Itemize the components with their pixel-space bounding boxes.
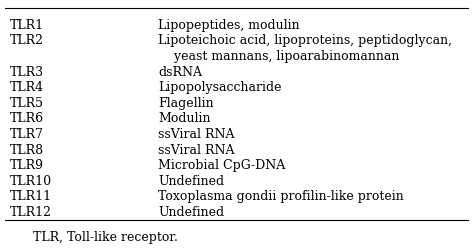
Text: Lipoteichoic acid, lipoproteins, peptidoglycan,: Lipoteichoic acid, lipoproteins, peptido… (158, 34, 452, 47)
Text: TLR2: TLR2 (9, 34, 44, 47)
Text: Lipopolysaccharide: Lipopolysaccharide (158, 81, 282, 94)
Text: Lipopeptides, modulin: Lipopeptides, modulin (158, 19, 300, 32)
Text: dsRNA: dsRNA (158, 65, 202, 78)
Text: TLR1: TLR1 (9, 19, 44, 32)
Text: TLR3: TLR3 (9, 65, 44, 78)
Text: TLR12: TLR12 (9, 205, 51, 218)
Text: TLR5: TLR5 (9, 96, 44, 109)
Text: Undefined: Undefined (158, 174, 224, 187)
Text: Modulin: Modulin (158, 112, 210, 125)
Text: ssViral RNA: ssViral RNA (158, 143, 235, 156)
Text: Toxoplasma gondii profilin-like protein: Toxoplasma gondii profilin-like protein (158, 190, 404, 203)
Text: TLR10: TLR10 (9, 174, 52, 187)
Text: TLR6: TLR6 (9, 112, 44, 125)
Text: Microbial CpG-DNA: Microbial CpG-DNA (158, 159, 285, 172)
Text: TLR8: TLR8 (9, 143, 44, 156)
Text: yeast mannans, lipoarabinomannan: yeast mannans, lipoarabinomannan (158, 50, 400, 63)
Text: Undefined: Undefined (158, 205, 224, 218)
Text: TLR9: TLR9 (9, 159, 44, 172)
Text: ssViral RNA: ssViral RNA (158, 128, 235, 140)
Text: Flagellin: Flagellin (158, 96, 214, 109)
Text: TLR, Toll-like receptor.: TLR, Toll-like receptor. (33, 230, 177, 243)
Text: TLR11: TLR11 (9, 190, 52, 203)
Text: TLR7: TLR7 (9, 128, 44, 140)
Text: TLR4: TLR4 (9, 81, 44, 94)
